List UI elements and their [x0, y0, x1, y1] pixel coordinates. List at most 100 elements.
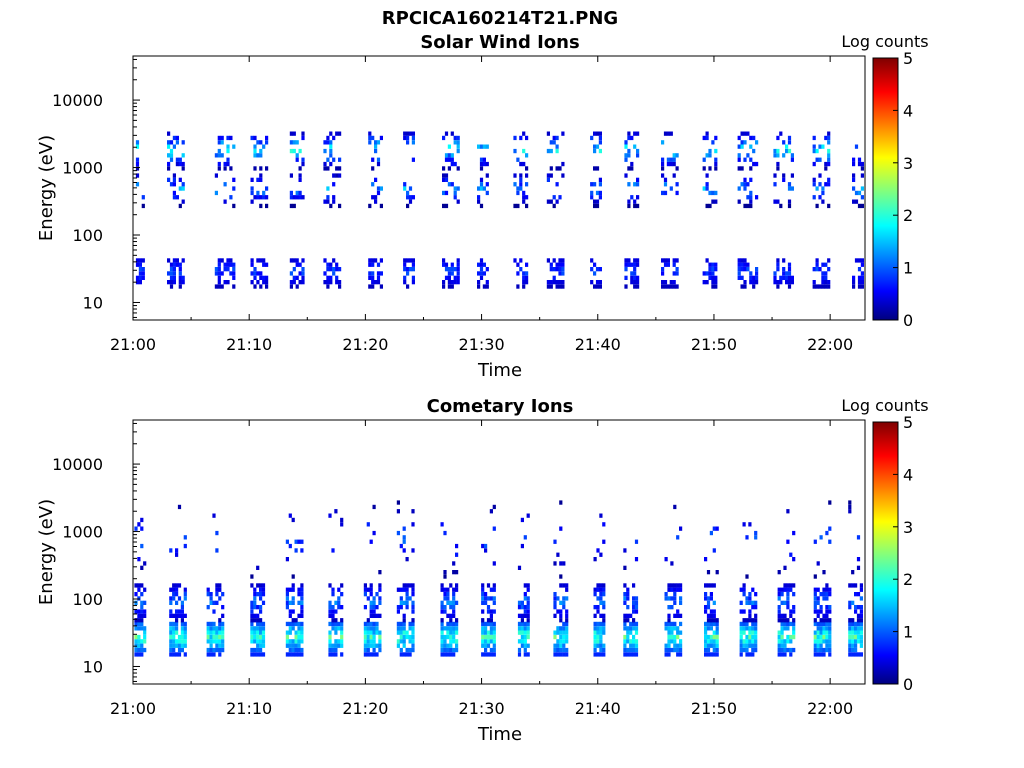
solar-wind-cell — [368, 275, 372, 280]
solar-wind-cell — [705, 271, 709, 276]
cometary-cell — [523, 605, 527, 610]
solar-wind-cell — [181, 166, 185, 171]
cometary-cell — [822, 647, 826, 653]
solar-wind-cell — [782, 173, 786, 178]
cometary-cell — [443, 587, 447, 592]
cometary-cell — [745, 535, 749, 540]
cometary-cell — [183, 630, 187, 635]
cometary-cell — [562, 626, 566, 631]
cometary-cell — [596, 548, 600, 553]
cometary-cell — [602, 539, 606, 544]
cometary-cell — [452, 600, 456, 605]
solar-wind-cell — [172, 258, 176, 263]
solar-wind-cell — [376, 280, 381, 285]
solar-wind-cell — [818, 173, 822, 178]
cometary-cell — [523, 535, 527, 540]
solar-wind-cell — [624, 144, 628, 149]
cometary-cell — [408, 596, 412, 601]
solar-wind-cell — [223, 182, 227, 187]
cometary-cell — [285, 652, 289, 657]
cometary-cell — [556, 552, 560, 557]
cometary-cell — [261, 643, 266, 648]
solar-wind-cell — [519, 161, 523, 167]
cometary-colorbar-tick-label: 4 — [903, 465, 913, 484]
solar-wind-cell — [226, 144, 230, 149]
solar-wind-cell — [172, 190, 176, 196]
cometary-cell — [340, 652, 344, 657]
cometary-cell — [816, 609, 820, 614]
solar-wind-cell — [672, 157, 676, 162]
cometary-cell — [670, 647, 674, 653]
cometary-cell — [209, 621, 213, 627]
solar-wind-cell — [477, 271, 481, 276]
solar-wind-cell — [253, 148, 257, 154]
cometary-cell — [745, 626, 749, 631]
cometary-cell — [632, 605, 636, 610]
cometary-cell — [553, 592, 557, 597]
cometary-cell — [526, 513, 530, 518]
solar-wind-cell — [169, 140, 174, 145]
cometary-cell — [288, 630, 292, 635]
solar-wind-cell — [737, 199, 741, 204]
cometary-cell — [446, 613, 450, 618]
solar-wind-cell — [627, 262, 631, 267]
solar-wind-cell — [776, 280, 780, 285]
solar-wind-cell — [167, 280, 171, 285]
solar-wind-cell — [175, 161, 179, 167]
solar-wind-cell — [232, 144, 236, 149]
cometary-cell — [777, 639, 781, 644]
cometary-cell — [789, 552, 793, 557]
solar-wind-cell — [181, 182, 185, 187]
solar-wind-cell — [627, 182, 631, 187]
cometary-cell — [523, 643, 527, 648]
cometary-cell — [599, 630, 603, 635]
cometary-cell — [851, 647, 855, 653]
cometary-cell — [250, 634, 254, 640]
cometary-cell — [455, 587, 459, 592]
cometary-cell — [449, 643, 453, 648]
solar-wind-xlabel: Time — [477, 360, 522, 381]
cometary-cell — [363, 626, 367, 631]
cometary-cell — [599, 552, 603, 557]
solar-wind-cell — [169, 275, 174, 280]
solar-wind-cell — [558, 258, 562, 263]
solar-wind-cell — [737, 186, 741, 191]
cometary-cell — [402, 526, 406, 531]
cometary-cell — [175, 583, 179, 588]
solar-wind-cell — [743, 284, 747, 289]
cometary-cell — [288, 626, 292, 631]
solar-wind-cell — [329, 140, 333, 145]
cometary-cell — [777, 570, 781, 575]
cometary-cell — [369, 634, 373, 640]
cometary-cell — [402, 643, 406, 648]
solar-wind-cell — [663, 190, 668, 196]
cometary-cell — [259, 605, 263, 610]
solar-wind-cell — [708, 271, 712, 276]
solar-wind-cell — [138, 271, 142, 276]
solar-wind-cell — [479, 203, 484, 209]
cometary-cell — [300, 592, 304, 597]
cometary-cell — [253, 605, 257, 610]
cometary-cell — [285, 605, 289, 610]
cometary-cell — [134, 592, 138, 597]
solar-wind-cell — [169, 280, 174, 285]
cometary-cell — [300, 596, 304, 601]
solar-wind-cell — [456, 148, 460, 154]
cometary-cell — [559, 643, 563, 648]
solar-wind-cell — [561, 284, 565, 289]
cometary-cell — [446, 592, 450, 597]
solar-wind-cell — [740, 275, 744, 280]
solar-wind-cell — [256, 153, 260, 158]
solar-wind-cell — [335, 173, 339, 178]
cometary-x-tick-label: 21:10 — [226, 699, 272, 718]
solar-wind-cell — [785, 275, 789, 280]
cometary-cell — [331, 587, 335, 592]
cometary-cell — [553, 605, 557, 610]
solar-wind-cell — [513, 148, 517, 154]
cometary-cell — [300, 652, 304, 657]
cometary-cell — [792, 530, 796, 536]
cometary-cell — [786, 647, 790, 653]
solar-wind-cell — [265, 135, 269, 141]
cometary-cell — [848, 500, 852, 505]
solar-wind-cell — [593, 271, 597, 276]
